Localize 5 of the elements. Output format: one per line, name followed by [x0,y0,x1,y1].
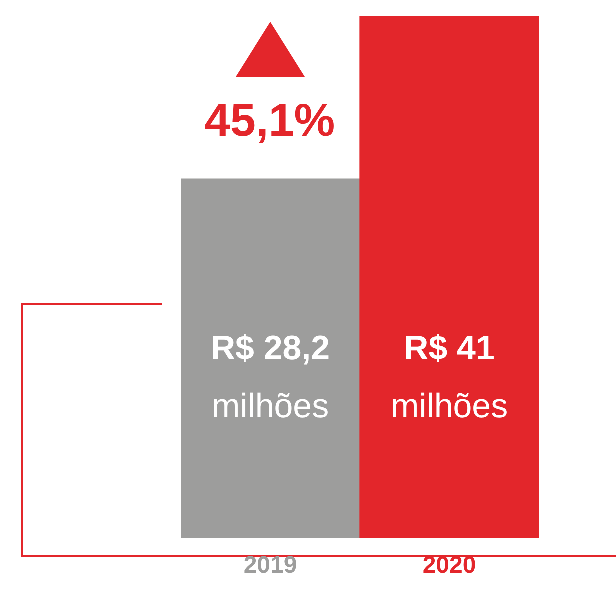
data-label: R$ 28,2 milhões [210,329,330,426]
data-label: R$ 41 milhões [390,329,508,426]
x-tick-label: 2020 [422,552,476,580]
x-tick-label: 2019 [244,552,298,580]
annotation: 45,1% [204,93,336,148]
